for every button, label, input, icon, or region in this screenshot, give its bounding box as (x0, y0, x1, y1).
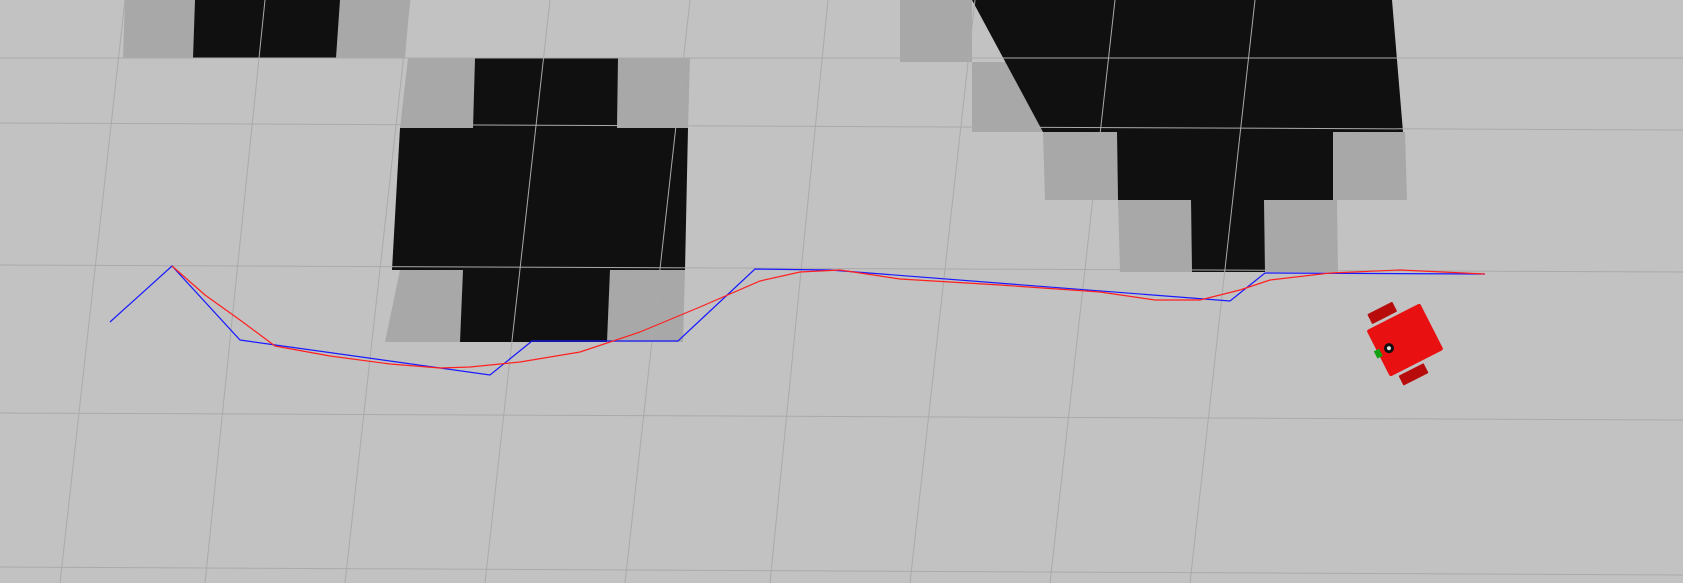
grid-line (59, 0, 126, 583)
inflated-cell (617, 58, 690, 128)
grid-line (484, 0, 551, 583)
inflated-cell (900, 0, 972, 62)
grid-line (0, 412, 1683, 421)
occupied-cell (1191, 200, 1265, 272)
inflated-cell (607, 270, 685, 342)
grid-line (769, 0, 829, 583)
robot-wheel-right (1398, 363, 1429, 386)
inflated-cell (400, 58, 475, 128)
occupied-cell (1117, 132, 1333, 200)
grid-line (0, 122, 1683, 131)
occupied-cell (473, 58, 618, 128)
occupied-cell (972, 0, 1403, 132)
inflated-cell (1043, 132, 1118, 200)
robot-wheel-left (1367, 301, 1397, 324)
grid-line (204, 0, 266, 583)
grid-line (1049, 0, 1116, 583)
grid-line (909, 0, 976, 583)
inflated-cell (123, 0, 195, 58)
robot-body (1367, 303, 1443, 377)
grid-line (1189, 0, 1256, 583)
inflated-cell (1333, 132, 1407, 200)
robot-lidar-sensor-center (1386, 346, 1391, 351)
occupied-cell (460, 270, 610, 342)
grid-line (624, 0, 691, 583)
global-plan-path (109, 265, 1486, 376)
local-trajectory-path (171, 265, 1486, 369)
inflated-cell (1264, 200, 1338, 272)
occupied-cell (392, 128, 688, 270)
occupied-cells-layer (193, 0, 1403, 342)
robot-front-marker (1373, 348, 1383, 359)
grid-line (0, 566, 1683, 576)
inflated-cell (385, 270, 463, 342)
inflated-cell (336, 0, 410, 58)
grid-line (0, 264, 1683, 273)
paths-layer (109, 265, 1486, 376)
inflated-cell (1118, 200, 1192, 272)
robot-model[interactable] (1357, 291, 1449, 391)
occupied-cell (193, 0, 340, 58)
grid-line (344, 0, 411, 583)
